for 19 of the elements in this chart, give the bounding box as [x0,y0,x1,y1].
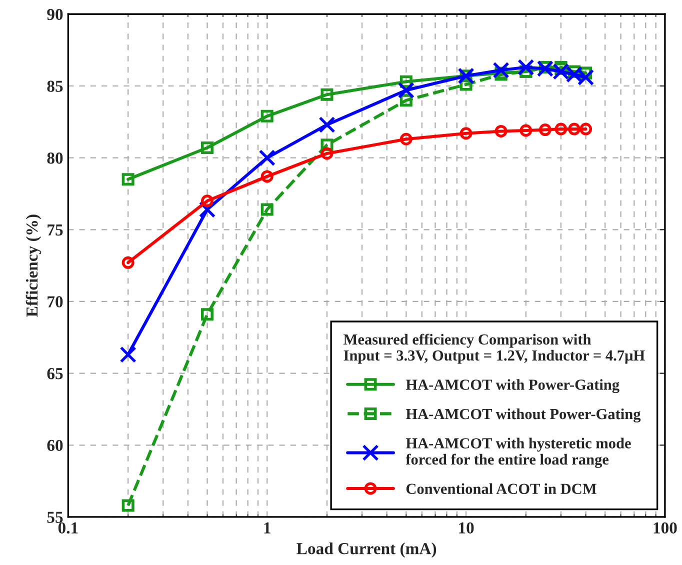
legend-label: HA-AMCOT with hysteretic mode forced for the entire load range [406,438,631,468]
y-tick-label: 65 [47,368,63,380]
legend-label: HA-AMCOT with Power-Gating [406,379,620,394]
legend-label: Conventional ACOT in DCM [406,483,596,494]
x-tick-label: 1 [264,522,270,534]
y-tick-label: 70 [48,296,63,308]
legend-label: HA-AMCOT without Power-Gating [406,408,641,422]
y-tick-label: 55 [47,512,63,523]
x-tick-label: 10 [459,522,474,534]
x-tick-label: 100 [654,522,677,534]
y-tick-label: 80 [47,152,63,164]
y-tick-label: 60 [47,440,63,452]
legend-title: Measured efficiency Comparison with Input = 3.3V, Output = 1.2V, Inductor = 4.7μH [344,334,645,364]
x-tick-label: 0.1 [58,522,78,534]
y-tick-label: 90 [47,8,63,20]
y-tick-label: 75 [48,224,63,236]
y-axis-title: Efficiency (%) [26,214,42,317]
y-tick-label: 85 [47,80,63,92]
x-axis-title: Load Current (mA) [296,542,436,558]
